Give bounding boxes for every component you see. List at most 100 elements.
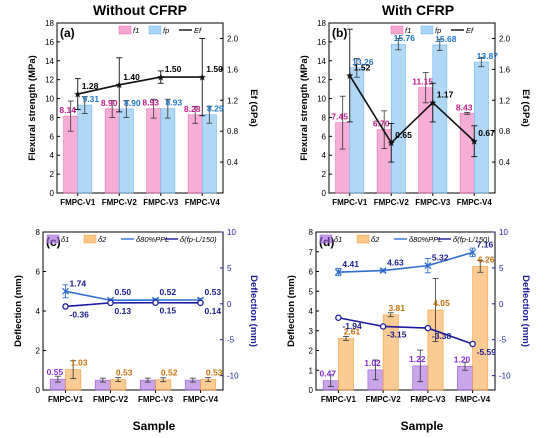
line-marker-x <box>379 267 387 275</box>
legend-swatch-d1 <box>319 234 333 244</box>
legend-label: f1 <box>133 26 139 35</box>
left-axis-label: Flexural strength (MPa) <box>299 55 310 161</box>
data-label-line: 4.41 <box>342 259 359 269</box>
line-marker-x <box>424 262 432 270</box>
right-tick-label: 0.4 <box>499 158 511 167</box>
right-tick-label: 1.2 <box>227 96 239 105</box>
legend-label: fp <box>163 26 169 35</box>
left-tick-label: 0 <box>309 386 314 395</box>
x-axis-label-left: Sample <box>133 419 176 433</box>
data-label-line: 7.16 <box>477 239 494 249</box>
data-label-d2: 3.81 <box>388 303 405 313</box>
legend-label: δ1 <box>61 235 69 244</box>
line-marker-circle <box>335 314 342 322</box>
legend-swatch-d1 <box>46 234 60 244</box>
data-label-line: 0.50 <box>115 287 132 297</box>
line-E <box>349 75 475 145</box>
left-tick-label: 0 <box>36 386 41 395</box>
x-axis-label-right: Sample <box>401 419 444 433</box>
data-label-d2: 0.53 <box>116 368 133 378</box>
data-label-d2: 0.52 <box>161 368 178 378</box>
data-label-line: 1.74 <box>70 278 87 288</box>
left-tick-label: 6 <box>322 132 327 141</box>
x-tick-label: FMPC-V3 <box>143 198 179 207</box>
data-label-line: 0.14 <box>205 306 222 316</box>
legend-label: δ2 <box>371 235 380 244</box>
line-marker-star <box>198 73 206 81</box>
line-marker-circle <box>469 340 476 348</box>
data-label-line: 1.17 <box>437 90 454 100</box>
data-label-line: 5.32 <box>432 253 449 263</box>
legend-swatch-f1 <box>118 25 132 35</box>
data-label-d2: 4.05 <box>433 298 450 308</box>
left-tick-label: 12 <box>45 76 54 85</box>
data-label-line: -0.36 <box>70 309 90 319</box>
left-tick-label: 8 <box>36 228 41 237</box>
bar-fp <box>390 43 406 194</box>
right-axis-label: Ef (GPa) <box>520 89 531 126</box>
line-marker-circle <box>424 324 432 332</box>
data-label-line: 1.52 <box>354 63 371 73</box>
legend-label: δ(fp-L/150) <box>453 235 490 244</box>
data-label-line: 4.63 <box>387 258 404 268</box>
left-tick-label: 6 <box>309 268 314 277</box>
line-marker-star <box>387 139 395 147</box>
right-axis-label: Deflection (mm) <box>520 275 531 347</box>
x-tick-label: FMPC-V4 <box>457 198 493 207</box>
line-marker-x <box>469 248 477 256</box>
x-tick-label: FMPC-V2 <box>374 198 410 207</box>
data-label-line: 0.15 <box>160 306 177 316</box>
legend-label: δ80%PPL <box>136 235 169 244</box>
x-tick-label: FMPC-V2 <box>366 395 402 404</box>
line-marker-circle <box>197 299 204 307</box>
legend: f1 fp Ef <box>390 25 474 35</box>
line-marker-star <box>74 90 82 98</box>
right-tick-label: 0 <box>499 300 504 309</box>
data-label-f1: 11.15 <box>412 77 433 87</box>
data-label-f1: 7.45 <box>331 112 348 122</box>
data-label-line: 1.50 <box>206 64 223 74</box>
legend-swatch-fp <box>148 25 162 35</box>
legend-swatch-fp <box>420 25 434 35</box>
data-label-line: -3.15 <box>387 329 407 339</box>
right-axis-label: Ef (GPa) <box>248 89 259 126</box>
line-dL150 <box>65 301 201 308</box>
left-tick-label: 16 <box>45 38 54 47</box>
line-E <box>77 76 203 95</box>
column-title-left: Without CFRP <box>93 2 187 18</box>
line-marker-star <box>346 72 354 80</box>
legend: f1 fp Ef <box>118 25 202 35</box>
data-label-d1: 1.02 <box>364 358 381 368</box>
panel-b: (b) 0 2 4 6 8 10 12 14 16 18 0.4 0.8 1.2 1.6 2.0 Flexura… <box>299 19 531 207</box>
right-tick-label: -5 <box>227 336 235 345</box>
data-label-f1: 8.90 <box>101 98 118 108</box>
x-tick-label: FMPC-V4 <box>185 198 221 207</box>
left-tick-label: 8 <box>309 228 314 237</box>
x-tick-label: FMPC-V1 <box>48 395 84 404</box>
right-tick-label: -10 <box>227 372 239 381</box>
left-tick-label: 8 <box>50 113 55 122</box>
data-label-fp: 8.93 <box>166 98 183 108</box>
right-tick-label: 0.4 <box>227 158 239 167</box>
line-dL150 <box>338 316 473 345</box>
right-tick-label: 10 <box>499 228 508 237</box>
legend-label: δ1 <box>334 235 342 244</box>
legend-label: δ(fp-L/150) <box>180 235 217 244</box>
left-tick-label: 10 <box>45 95 54 104</box>
left-tick-label: 5 <box>309 287 314 296</box>
left-tick-label: 16 <box>317 38 326 47</box>
left-tick-label: 3 <box>309 327 314 336</box>
data-label-fp: 13.26 <box>352 57 374 67</box>
bar-fp <box>77 104 93 194</box>
bar-fp <box>160 108 176 194</box>
line-marker-star <box>470 137 478 145</box>
data-label-fp: 8.29 <box>207 104 224 114</box>
x-tick-label: FMPC-V4 <box>183 395 219 404</box>
line-marker-star <box>115 81 123 89</box>
legend-swatch-f1 <box>390 25 404 35</box>
legend: δ1 δ2 δ80%PPL δ(fp-L/150) <box>46 234 217 244</box>
left-tick-label: 0 <box>50 189 55 198</box>
right-tick-label: 1.6 <box>227 65 239 74</box>
plot-frame <box>56 22 224 194</box>
